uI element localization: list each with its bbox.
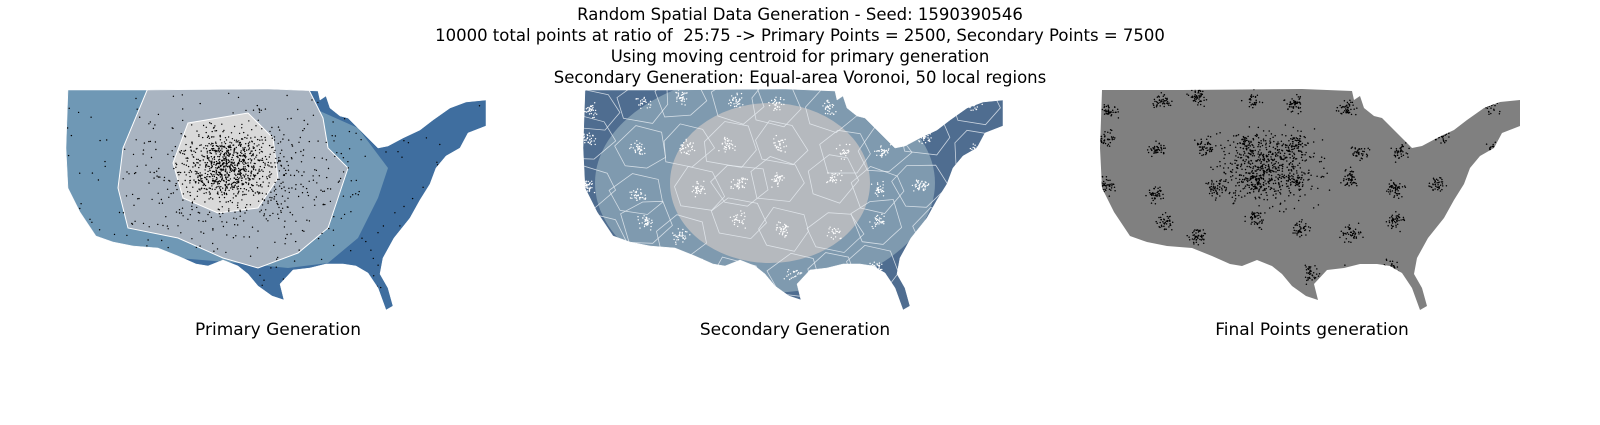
secondary-inner-zone	[670, 103, 870, 263]
secondary-generation-map	[575, 88, 1015, 318]
primary-generation-map	[58, 88, 498, 318]
title-line-4: Secondary Generation: Equal-area Voronoi…	[553, 68, 1047, 87]
title-line-2: 10000 total points at ratio of 25:75 -> …	[435, 26, 1165, 45]
primary-points	[66, 92, 486, 310]
primary-outline	[65, 88, 487, 311]
secondary-outline	[582, 88, 1004, 311]
primary-caption: Primary Generation	[195, 320, 361, 340]
title-line-3: Using moving centroid for primary genera…	[610, 47, 990, 66]
figure-title: Random Spatial Data Generation - Seed: 1…	[0, 4, 1600, 88]
final-points-map	[1092, 88, 1532, 318]
secondary-map-svg	[582, 88, 1004, 311]
secondary-caption: Secondary Generation	[699, 320, 891, 340]
final-caption: Final Points generation	[1215, 320, 1409, 340]
title-line-1: Random Spatial Data Generation - Seed: 1…	[577, 5, 1023, 24]
final-base	[1100, 89, 1520, 310]
final-map-svg	[1100, 89, 1520, 310]
primary-core-zone	[172, 112, 279, 214]
primary-map-svg	[65, 88, 487, 311]
